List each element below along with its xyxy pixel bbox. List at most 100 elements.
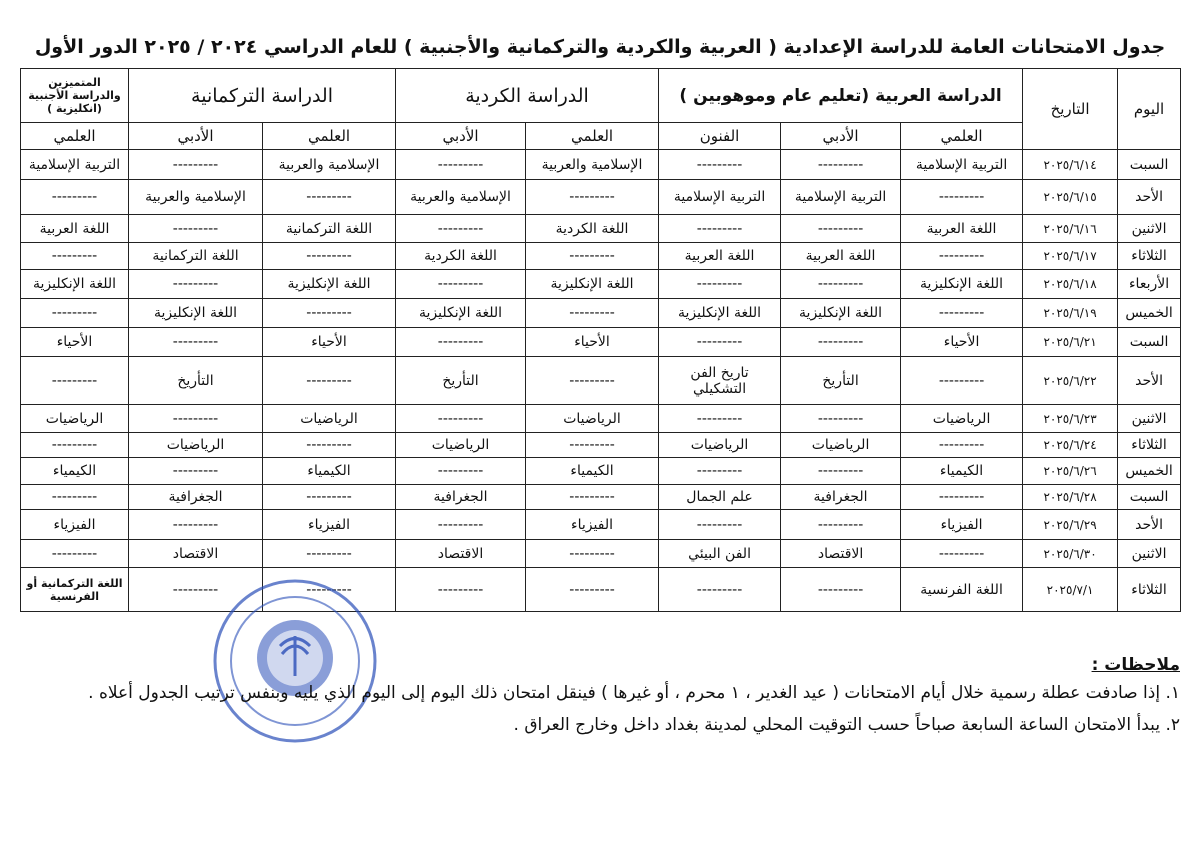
day-cell: السبت xyxy=(1117,484,1182,510)
subject-cell: --------- xyxy=(20,242,129,270)
date-cell: ٢٠٢٥/٦/٢٣ xyxy=(1022,404,1119,433)
subheader-branch: العلمي xyxy=(20,122,129,150)
day-cell: الثلاثاء xyxy=(1117,242,1182,270)
subheader-branch: العلمي xyxy=(900,122,1024,150)
subheader-branch: الأدبي xyxy=(127,122,264,150)
subject-cell: الكيمياء xyxy=(525,457,660,485)
header-turkmen-study: الدراسة التركمانية xyxy=(127,68,397,123)
subject-cell: اللغة التركمانية أو الفرنسية xyxy=(20,567,129,612)
subject-cell: --------- xyxy=(900,539,1024,568)
date-cell: ٢٠٢٥/٦/٢١ xyxy=(1022,327,1119,357)
date-cell: ٢٠٢٥/٦/٢٤ xyxy=(1022,432,1119,458)
subject-cell: --------- xyxy=(20,356,129,405)
subject-cell: اللغة التركمانية xyxy=(262,214,397,243)
date-cell: ٢٠٢٥/٦/١٤ xyxy=(1022,149,1119,180)
table-row: السبت ٢٠٢٥/٦/٢٨ --------- الجغرافية علم الجم… xyxy=(20,484,1182,510)
date-cell: ٢٠٢٥/٦/١٥ xyxy=(1022,179,1119,215)
subject-cell: --------- xyxy=(127,509,264,540)
subject-cell: اللغة الفرنسية xyxy=(900,567,1024,612)
subject-cell: الرياضيات xyxy=(900,404,1024,433)
subject-cell: الأحياء xyxy=(262,327,397,357)
subheader-branch: الأدبي xyxy=(395,122,527,150)
document-title: جدول الامتحانات العامة للدراسة الإعدادية… xyxy=(34,36,1166,58)
subject-cell: اللغة الإنكليزية xyxy=(395,298,527,328)
subject-cell: --------- xyxy=(20,539,129,568)
subject-cell: --------- xyxy=(780,269,902,299)
subject-cell: --------- xyxy=(900,179,1024,215)
subject-cell: --------- xyxy=(780,509,902,540)
subject-cell: التأريخ xyxy=(780,356,902,405)
subject-cell: --------- xyxy=(780,457,902,485)
subject-cell: علم الجمال xyxy=(658,484,782,510)
subject-cell: الإسلامية والعربية xyxy=(395,179,527,215)
table-row: الثلاثاء ٢٠٢٥/٦/١٧ --------- اللغة العربية ا… xyxy=(20,242,1182,270)
date-cell: ٢٠٢٥/٦/١٨ xyxy=(1022,269,1119,299)
table-row: الثلاثاء ٢٠٢٥/٧/١ اللغة الفرنسية --------- -… xyxy=(20,567,1182,612)
header-arabic-study: الدراسة العربية (تعليم عام وموهوبين ) xyxy=(658,68,1024,123)
subject-cell: --------- xyxy=(900,356,1024,405)
subject-cell: التربية الإسلامية xyxy=(780,179,902,215)
subject-cell: الفيزياء xyxy=(900,509,1024,540)
subject-cell: اللغة الإنكليزية xyxy=(127,298,264,328)
subject-cell: --------- xyxy=(525,179,660,215)
table-row: الاثنين ٢٠٢٥/٦/٣٠ --------- الاقتصاد الفن ال… xyxy=(20,539,1182,568)
subject-cell: --------- xyxy=(780,567,902,612)
subject-cell: اللغة العربية xyxy=(20,214,129,243)
subject-cell: --------- xyxy=(900,242,1024,270)
header-day: اليوم xyxy=(1117,68,1182,150)
subject-cell: --------- xyxy=(262,356,397,405)
subject-cell: الرياضيات xyxy=(780,432,902,458)
date-cell: ٢٠٢٥/٦/١٩ xyxy=(1022,298,1119,328)
subheader-branch: العلمي xyxy=(262,122,397,150)
subject-cell: --------- xyxy=(262,179,397,215)
subject-cell: --------- xyxy=(525,539,660,568)
day-cell: الثلاثاء xyxy=(1117,432,1182,458)
notes-heading: ملاحظات : xyxy=(1091,655,1180,675)
subject-cell: --------- xyxy=(20,432,129,458)
date-cell: ٢٠٢٥/٦/٢٩ xyxy=(1022,509,1119,540)
header-distinguished-study: المتميزين والدراسة الأجنبية (انكليزية ) xyxy=(20,68,129,123)
subject-cell: --------- xyxy=(525,356,660,405)
subject-cell: تاريخ الفن التشكيلي xyxy=(658,356,782,405)
subject-cell: الرياضيات xyxy=(658,432,782,458)
subject-cell: الأحياء xyxy=(525,327,660,357)
subject-cell: الكيمياء xyxy=(20,457,129,485)
day-cell: السبت xyxy=(1117,149,1182,180)
date-cell: ٢٠٢٥/٦/٢٢ xyxy=(1022,356,1119,405)
subject-cell: الرياضيات xyxy=(525,404,660,433)
subject-cell: --------- xyxy=(262,432,397,458)
subject-cell: الفيزياء xyxy=(262,509,397,540)
table-row: الأحد ٢٠٢٥/٦/٢٢ --------- التأريخ تاريخ الفن… xyxy=(20,356,1182,405)
date-cell: ٢٠٢٥/٦/١٦ xyxy=(1022,214,1119,243)
subject-cell: الرياضيات xyxy=(395,432,527,458)
subject-cell: --------- xyxy=(20,179,129,215)
subject-cell: --------- xyxy=(658,269,782,299)
table-row: الاثنين ٢٠٢٥/٦/٢٣ الرياضيات --------- ------… xyxy=(20,404,1182,433)
subject-cell: الجغرافية xyxy=(780,484,902,510)
subject-cell: --------- xyxy=(525,567,660,612)
subject-cell: --------- xyxy=(20,298,129,328)
subject-cell: اللغة الإنكليزية xyxy=(525,269,660,299)
subject-cell: --------- xyxy=(658,509,782,540)
subject-cell: الاقتصاد xyxy=(127,539,264,568)
subheader-branch: الفنون xyxy=(658,122,782,150)
subject-cell: الكيمياء xyxy=(900,457,1024,485)
subject-cell: التربية الإسلامية xyxy=(900,149,1024,180)
subject-cell: اللغة التركمانية xyxy=(127,242,264,270)
subject-cell: --------- xyxy=(525,484,660,510)
subject-cell: --------- xyxy=(658,214,782,243)
subject-cell: --------- xyxy=(780,404,902,433)
subject-cell: اللغة الكردية xyxy=(525,214,660,243)
subject-cell: --------- xyxy=(127,269,264,299)
day-cell: الأحد xyxy=(1117,509,1182,540)
note-item: ٢. يبدأ الامتحان الساعة السابعة صباحاً ح… xyxy=(513,715,1180,735)
subject-cell: --------- xyxy=(262,242,397,270)
subject-cell: التربية الإسلامية xyxy=(658,179,782,215)
day-cell: الاثنين xyxy=(1117,214,1182,243)
subject-cell: --------- xyxy=(127,149,264,180)
subject-cell: --------- xyxy=(658,404,782,433)
day-cell: الثلاثاء xyxy=(1117,567,1182,612)
day-cell: الاثنين xyxy=(1117,539,1182,568)
subheader-branch: الأدبي xyxy=(780,122,902,150)
notes-section: ملاحظات : ١. إذا صادفت عطلة رسمية خلال أ… xyxy=(20,655,1180,747)
